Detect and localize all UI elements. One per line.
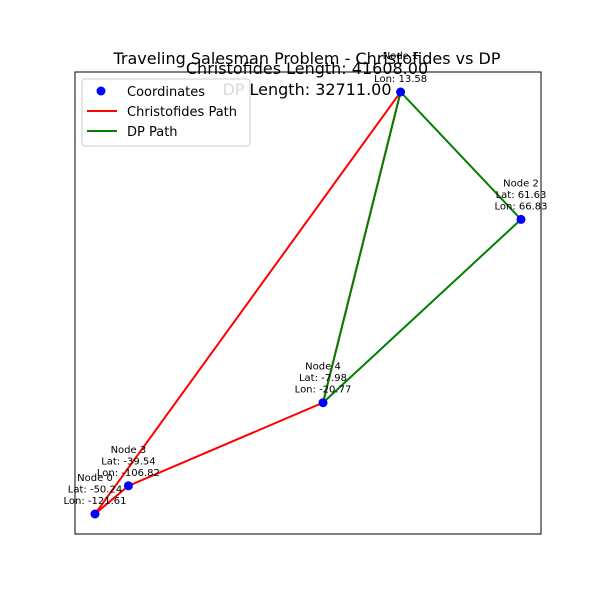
points-layer: [90, 87, 526, 519]
title-group: Traveling Salesman Problem - Christofide…: [112, 49, 500, 99]
node-3-label-line-1: Node 3: [111, 445, 147, 456]
legend-label-coordinates: Coordinates: [127, 85, 205, 100]
chart-title: Traveling Salesman Problem - Christofide…: [112, 49, 500, 68]
node-2-label-line-3: Lon: 66.83: [494, 201, 547, 212]
node-3-point: [123, 481, 133, 491]
legend-box: [81, 78, 251, 147]
christofides-length-label: Christofides Length: 41608.00: [186, 59, 428, 78]
legend-label-dp: DP Path: [127, 125, 178, 140]
legend-label-christofides: Christofides Path: [127, 105, 237, 120]
plot-area-frame: [74, 71, 542, 535]
node-0-label-line-1: Node 0: [77, 473, 113, 484]
node-4-label-line-3: Lon: -20.77: [295, 385, 352, 396]
dp-length-label: DP Length: 32711.00: [222, 80, 391, 99]
node-2-point: [516, 214, 526, 224]
legend: Coordinates Christofides Path DP Path: [81, 78, 251, 147]
node-3-label-line-2: Lat: -39.54: [101, 456, 155, 467]
dp-path-line: [321, 91, 523, 406]
node-0-label-line-3: Lon: -121.61: [64, 496, 127, 507]
node-4-label-line-2: Lat: -7.98: [299, 373, 347, 384]
node-0-label-line-2: Lat: -50.24: [68, 485, 122, 496]
node-3-label-line-3: Lon: -106.82: [97, 468, 160, 479]
node-2-label-line-1: Node 2: [503, 178, 539, 189]
node-1-label-line-3: Lon: 13.58: [374, 74, 427, 85]
node-2-label-line-2: Lat: 61.63: [496, 190, 547, 201]
node-1-point: [396, 87, 406, 97]
node-4-label-line-1: Node 4: [305, 362, 341, 373]
legend-marker-coordinates: [96, 86, 106, 96]
node-1-label-line-1: Node 1: [383, 51, 419, 62]
node-0-point: [90, 509, 100, 519]
node-4-point: [318, 398, 328, 408]
